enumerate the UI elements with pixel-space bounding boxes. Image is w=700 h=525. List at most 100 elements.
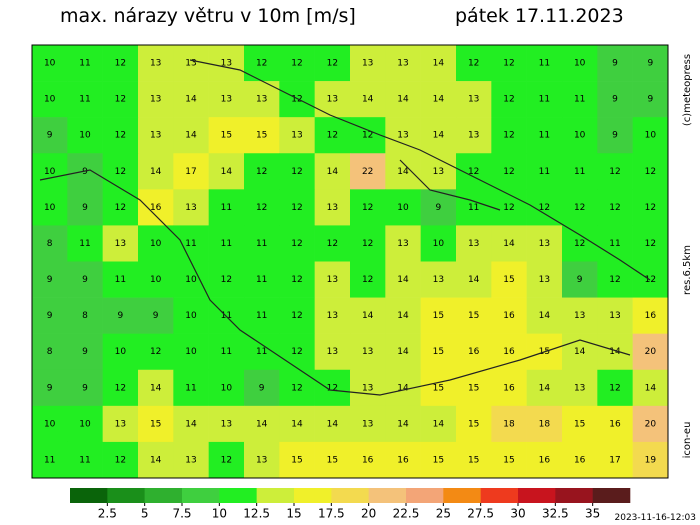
wind-cell — [562, 405, 598, 443]
wind-value: 14 — [645, 383, 657, 393]
wind-cell — [562, 369, 598, 407]
wind-value: 8 — [82, 311, 88, 321]
wind-cell — [32, 297, 68, 334]
wind-cell — [173, 225, 209, 262]
wind-value: 14 — [397, 419, 409, 429]
wind-value: 13 — [362, 383, 373, 393]
wind-value: 12 — [503, 59, 514, 69]
wind-cell — [32, 117, 68, 154]
wind-value: 12 — [291, 59, 302, 69]
wind-cell — [350, 153, 386, 190]
wind-cell — [244, 261, 280, 298]
wind-value: 13 — [327, 95, 338, 105]
wind-cell — [314, 225, 351, 262]
wind-value: 14 — [185, 419, 197, 429]
wind-cell — [632, 117, 669, 154]
wind-value: 9 — [647, 59, 653, 69]
wind-value: 12 — [291, 203, 302, 213]
wind-cell — [526, 225, 563, 262]
wind-cell — [67, 405, 103, 443]
wind-value: 10 — [44, 167, 56, 177]
wind-value: 14 — [256, 419, 268, 429]
wind-cell — [208, 261, 245, 298]
wind-value: 16 — [574, 455, 586, 465]
wind-cell — [173, 153, 209, 190]
wind-value: 13 — [185, 455, 196, 465]
wind-cell — [208, 441, 245, 479]
wind-value: 16 — [539, 455, 551, 465]
wind-cell — [208, 405, 245, 443]
colorbar-swatch — [406, 488, 444, 503]
wind-cell — [456, 117, 492, 154]
wind-value: 14 — [397, 347, 409, 357]
wind-cell — [32, 225, 68, 262]
wind-value: 15 — [468, 383, 479, 393]
wind-cell — [102, 45, 139, 82]
wind-value: 14 — [150, 167, 162, 177]
wind-value: 14 — [539, 311, 551, 321]
colorbar-swatch — [294, 488, 332, 503]
wind-cell — [385, 189, 421, 226]
wind-cell — [420, 441, 457, 479]
wind-cell — [456, 297, 492, 334]
wind-cell — [597, 297, 633, 334]
wind-cell — [244, 225, 280, 262]
wind-value: 9 — [435, 203, 441, 213]
wind-cell — [67, 189, 103, 226]
wind-value: 20 — [645, 347, 657, 357]
wind-cell — [208, 153, 245, 190]
wind-value: 11 — [221, 347, 232, 357]
wind-cell — [562, 81, 598, 118]
wind-cell — [350, 81, 386, 118]
wind-value: 10 — [397, 203, 409, 213]
wind-value: 14 — [327, 419, 339, 429]
wind-cell — [385, 45, 421, 82]
wind-cell — [314, 261, 351, 298]
wind-cell — [208, 333, 245, 371]
wind-value: 12 — [256, 167, 267, 177]
wind-cell — [208, 81, 245, 118]
wind-value: 13 — [362, 419, 373, 429]
wind-cell — [420, 369, 457, 407]
wind-cell — [632, 225, 669, 262]
wind-cell — [632, 369, 669, 407]
wind-value: 12 — [503, 131, 514, 141]
wind-cell — [456, 261, 492, 298]
wind-cell — [526, 261, 563, 298]
wind-cell — [279, 189, 315, 226]
colorbar-swatch — [368, 488, 407, 503]
wind-value: 14 — [221, 167, 233, 177]
wind-value: 13 — [221, 59, 232, 69]
wind-value: 14 — [362, 311, 374, 321]
wind-cell — [67, 45, 103, 82]
wind-cell — [597, 261, 633, 298]
wind-value: 9 — [259, 383, 265, 393]
wind-value: 12 — [327, 383, 338, 393]
wind-value: 13 — [150, 59, 161, 69]
wind-value: 16 — [645, 311, 657, 321]
wind-cell — [597, 225, 633, 262]
wind-cell — [102, 225, 139, 262]
wind-cell — [420, 81, 457, 118]
wind-value: 9 — [47, 131, 53, 141]
wind-value: 13 — [327, 203, 338, 213]
wind-cell — [562, 225, 598, 262]
wind-cell — [314, 45, 351, 82]
wind-cell — [102, 117, 139, 154]
colorbar-swatch — [107, 488, 145, 503]
wind-value: 14 — [468, 275, 480, 285]
wind-cell — [562, 441, 598, 479]
colorbar: 2.5 5 7.5 10 12.5 15 17.5 20 22.5 25 27.5 30 32.5 35 — [70, 488, 631, 521]
colorbar-swatch — [555, 488, 593, 503]
wind-cell — [385, 117, 421, 154]
wind-cell — [138, 333, 174, 371]
wind-value: 8 — [47, 239, 53, 249]
wind-value: 11 — [256, 239, 267, 249]
wind-cell — [526, 405, 563, 443]
wind-cell — [279, 153, 315, 190]
wind-value: 13 — [468, 239, 479, 249]
wind-value: 9 — [82, 347, 88, 357]
wind-value: 16 — [397, 455, 409, 465]
wind-value: 11 — [256, 311, 267, 321]
wind-cell — [32, 189, 68, 226]
